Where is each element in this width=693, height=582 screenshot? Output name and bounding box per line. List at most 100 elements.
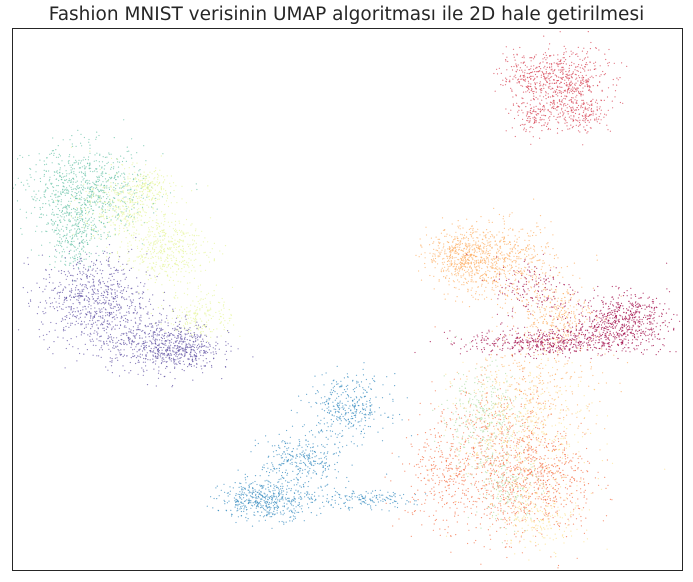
data-point xyxy=(88,195,90,197)
data-point xyxy=(565,74,567,76)
data-point xyxy=(355,386,357,388)
data-point xyxy=(61,216,63,218)
data-point xyxy=(72,310,74,312)
data-point xyxy=(188,266,190,268)
data-point xyxy=(535,54,537,56)
data-point xyxy=(70,296,73,298)
data-point xyxy=(85,258,87,260)
data-point xyxy=(337,434,339,436)
data-point xyxy=(18,329,20,331)
data-point xyxy=(142,186,144,188)
data-point xyxy=(619,77,621,79)
data-point xyxy=(114,297,116,300)
data-point xyxy=(52,220,54,222)
data-point xyxy=(365,414,367,416)
data-point xyxy=(58,153,60,155)
data-point xyxy=(125,203,127,205)
data-point xyxy=(82,218,84,220)
data-point xyxy=(79,208,82,210)
data-point xyxy=(167,325,169,327)
data-point xyxy=(144,188,146,191)
data-point xyxy=(89,320,91,322)
data-point xyxy=(109,273,111,275)
data-point xyxy=(144,178,146,180)
data-point xyxy=(86,277,88,279)
data-point xyxy=(543,73,545,76)
data-point xyxy=(101,202,103,204)
data-point xyxy=(608,61,610,64)
data-point xyxy=(117,183,119,185)
data-point xyxy=(571,82,574,84)
data-point xyxy=(164,340,166,342)
data-point xyxy=(171,241,173,243)
data-point xyxy=(317,415,319,417)
data-point xyxy=(81,176,83,178)
data-point xyxy=(536,76,539,78)
data-point xyxy=(530,68,532,70)
data-point xyxy=(66,212,68,214)
data-point xyxy=(119,208,121,210)
data-point xyxy=(152,350,155,352)
data-point xyxy=(57,208,59,210)
data-point xyxy=(545,54,547,57)
data-point xyxy=(95,230,97,233)
data-point xyxy=(115,194,117,196)
data-point xyxy=(106,185,108,187)
data-point xyxy=(576,101,578,103)
data-point xyxy=(541,125,543,127)
data-point xyxy=(120,290,122,292)
data-point xyxy=(140,282,142,284)
data-point xyxy=(83,246,85,248)
data-point xyxy=(585,74,587,76)
data-point xyxy=(97,296,99,298)
data-point xyxy=(556,85,559,87)
data-point xyxy=(209,331,212,333)
data-point xyxy=(134,321,137,323)
data-point xyxy=(82,239,85,241)
data-point xyxy=(142,297,144,299)
data-point xyxy=(570,124,572,126)
data-point xyxy=(608,48,610,51)
data-point xyxy=(356,445,358,447)
data-point xyxy=(526,111,528,113)
data-point xyxy=(579,113,581,115)
data-point xyxy=(532,110,535,112)
data-point xyxy=(210,352,212,354)
data-point xyxy=(76,225,78,227)
data-point xyxy=(583,76,585,79)
data-point xyxy=(174,220,177,222)
data-point xyxy=(573,87,576,89)
data-point xyxy=(35,200,37,202)
data-point xyxy=(150,199,153,201)
data-point xyxy=(523,76,525,78)
data-point xyxy=(572,125,574,128)
data-point xyxy=(170,202,172,204)
data-point xyxy=(553,115,555,117)
data-point xyxy=(88,192,90,194)
data-point xyxy=(90,227,93,229)
data-point xyxy=(526,119,528,122)
data-point xyxy=(113,177,115,179)
data-point xyxy=(111,293,113,295)
data-point xyxy=(108,261,111,263)
data-point xyxy=(517,64,519,66)
data-point xyxy=(92,194,94,196)
data-point xyxy=(166,197,168,199)
data-point xyxy=(78,211,80,213)
data-point xyxy=(99,221,101,223)
data-point xyxy=(81,214,84,216)
data-point xyxy=(77,310,79,312)
data-point xyxy=(113,189,115,191)
data-point xyxy=(95,185,97,187)
data-point xyxy=(138,233,140,235)
data-point xyxy=(40,197,42,199)
data-point xyxy=(552,101,554,103)
data-point xyxy=(154,177,156,179)
data-point xyxy=(136,197,138,200)
data-point xyxy=(189,252,191,254)
data-point xyxy=(158,366,160,368)
data-point xyxy=(107,161,109,163)
data-point xyxy=(188,362,191,365)
data-point xyxy=(108,265,110,267)
data-point xyxy=(551,106,554,108)
